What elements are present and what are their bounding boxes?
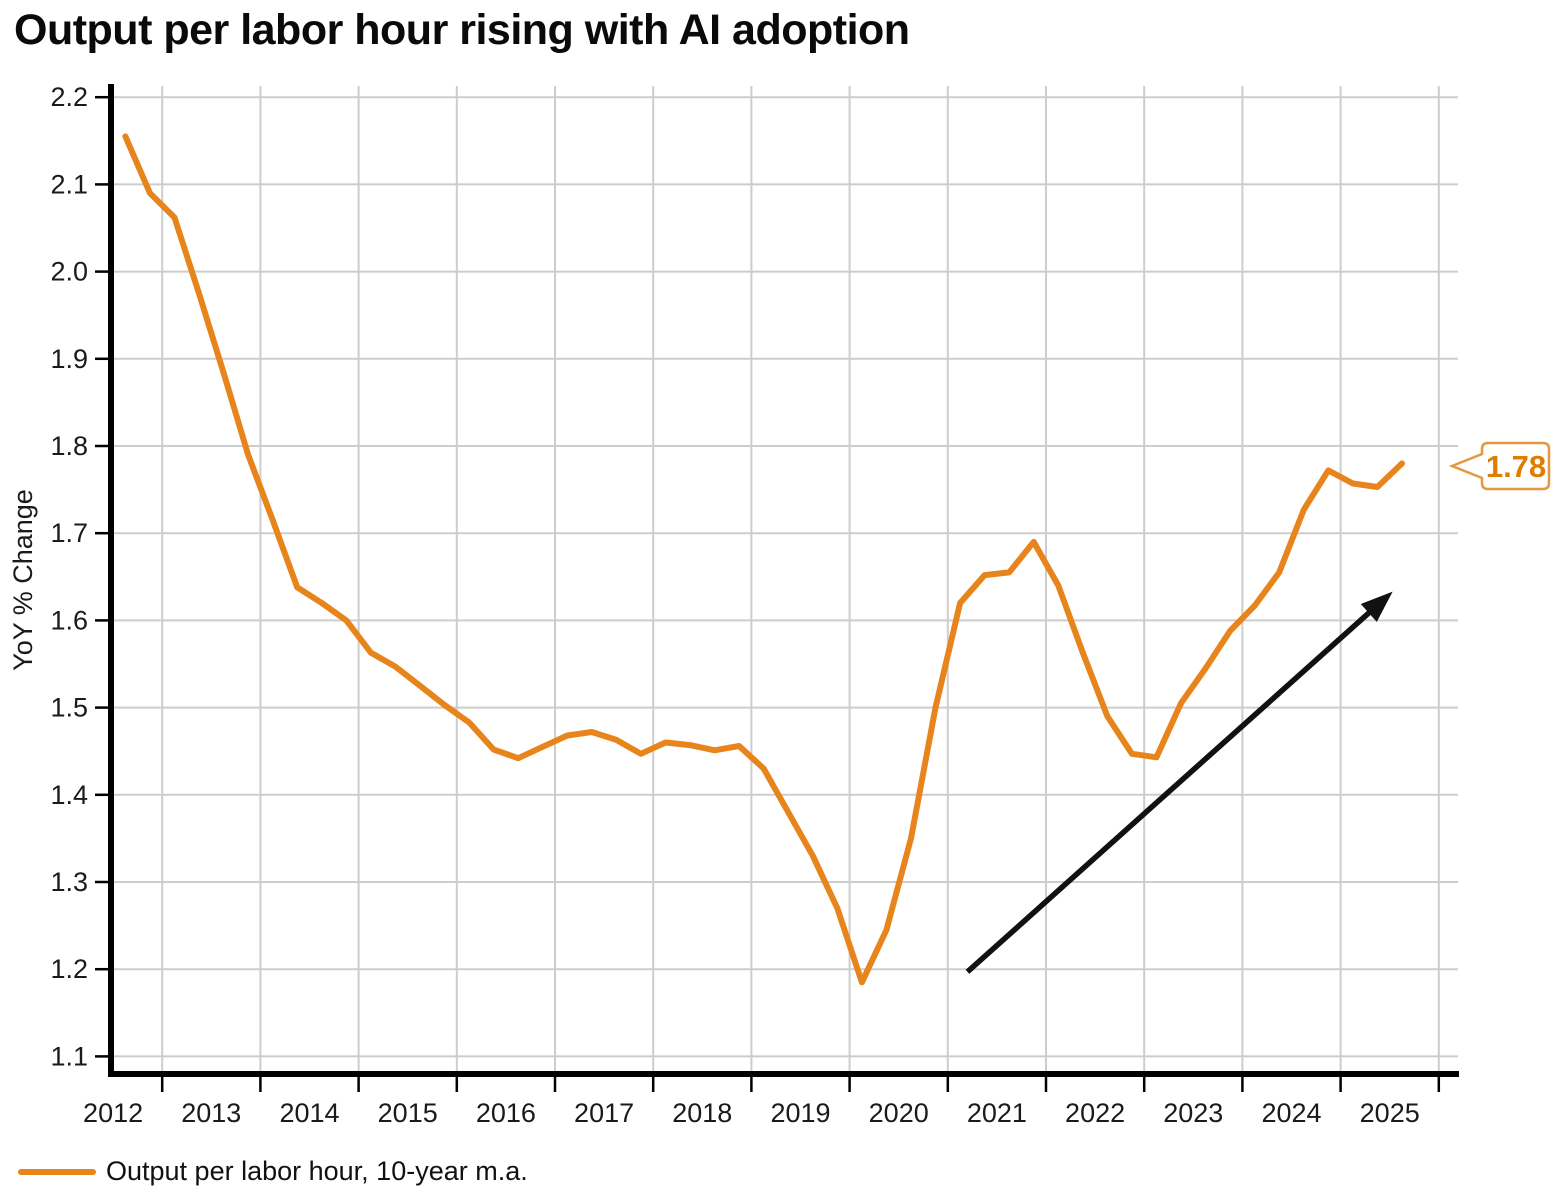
x-tick-label: 2015	[378, 1098, 438, 1128]
y-tick-label: 1.4	[50, 780, 88, 810]
y-tick-label: 1.1	[50, 1041, 88, 1071]
y-tick-label: 1.2	[50, 954, 88, 984]
x-tick-label: 2019	[770, 1098, 830, 1128]
series-line	[122, 133, 1405, 986]
x-tick-label: 2013	[181, 1098, 241, 1128]
end-value-callout: 1.78	[1448, 441, 1551, 491]
x-tick-label: 2017	[574, 1098, 634, 1128]
y-tick-label: 2.0	[50, 257, 88, 287]
y-tick-label: 2.1	[50, 169, 88, 199]
arrow-shaft	[965, 608, 1374, 974]
callout-bubble	[1448, 441, 1551, 491]
axes: 2.2 2.1 2.0 1.9 1.8 1.7 1.6 1.5 1.4 1.3 1.2 1.1 2012…	[50, 82, 1459, 1128]
x-tick-label: 2020	[869, 1098, 929, 1128]
x-tick-label: 2025	[1360, 1098, 1420, 1128]
y-tick-label: 1.6	[50, 605, 88, 635]
x-tick-label: 2021	[967, 1098, 1027, 1128]
arrow-head	[1360, 591, 1393, 622]
y-tick-label: 1.9	[50, 344, 88, 374]
x-tick-label: 2023	[1163, 1098, 1223, 1128]
legend-line-swatch	[18, 1168, 96, 1175]
chart-title: Output per labor hour rising with AI ado…	[14, 6, 910, 54]
gridlines	[112, 86, 1458, 1071]
x-tick-label: 2022	[1065, 1098, 1125, 1128]
y-tick-label: 1.5	[50, 693, 88, 723]
y-axis-title: YoY % Change	[8, 489, 38, 671]
legend: Output per labor hour, 10-year m.a.	[18, 1156, 528, 1187]
x-tick-label: 2014	[279, 1098, 339, 1128]
y-tick-label: 1.8	[50, 431, 88, 461]
y-tick-label: 1.7	[50, 518, 88, 548]
x-tick-label: 2024	[1261, 1098, 1321, 1128]
data-series	[122, 133, 1405, 986]
x-tick-label: 2012	[83, 1098, 143, 1128]
x-tick-label: 2018	[672, 1098, 732, 1128]
callout-value: 1.78	[1486, 449, 1546, 484]
y-tick-label: 1.3	[50, 867, 88, 897]
y-tick-label: 2.2	[50, 82, 88, 112]
x-tick-label: 2016	[476, 1098, 536, 1128]
legend-label: Output per labor hour, 10-year m.a.	[106, 1156, 528, 1186]
trend-arrow-annotation	[965, 591, 1393, 974]
